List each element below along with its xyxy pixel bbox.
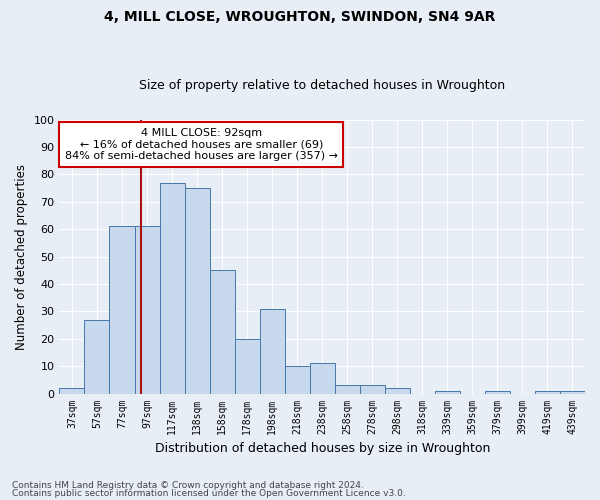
X-axis label: Distribution of detached houses by size in Wroughton: Distribution of detached houses by size … (155, 442, 490, 455)
Bar (109, 226, 134, 394)
Bar (260, 308, 284, 394)
Text: 4 MILL CLOSE: 92sqm
← 16% of detached houses are smaller (69)
84% of semi-detach: 4 MILL CLOSE: 92sqm ← 16% of detached ho… (65, 128, 338, 161)
Bar (185, 188, 209, 394)
Bar (59, 388, 85, 394)
Bar (485, 391, 510, 394)
Y-axis label: Number of detached properties: Number of detached properties (15, 164, 28, 350)
Text: Contains HM Land Registry data © Crown copyright and database right 2024.: Contains HM Land Registry data © Crown c… (12, 481, 364, 490)
Bar (560, 391, 585, 394)
Bar (284, 366, 310, 394)
Bar (435, 391, 460, 394)
Bar (335, 386, 360, 394)
Text: Contains public sector information licensed under the Open Government Licence v3: Contains public sector information licen… (12, 488, 406, 498)
Bar (85, 320, 109, 394)
Bar (385, 388, 410, 394)
Text: 4, MILL CLOSE, WROUGHTON, SWINDON, SN4 9AR: 4, MILL CLOSE, WROUGHTON, SWINDON, SN4 9… (104, 10, 496, 24)
Bar (235, 339, 260, 394)
Bar (209, 270, 235, 394)
Bar (535, 391, 560, 394)
Title: Size of property relative to detached houses in Wroughton: Size of property relative to detached ho… (139, 79, 505, 92)
Bar (310, 364, 335, 394)
Bar (134, 226, 160, 394)
Bar (160, 182, 185, 394)
Bar (360, 386, 385, 394)
